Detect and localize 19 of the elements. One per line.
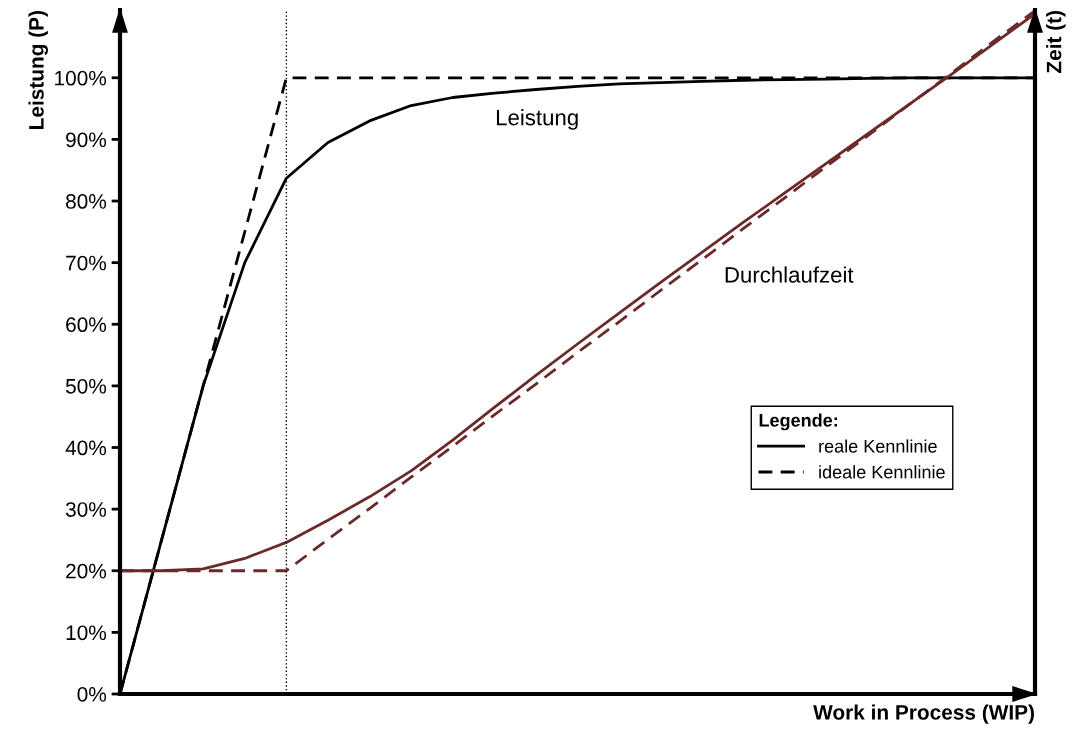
legend-label: ideale Kennlinie bbox=[819, 465, 945, 479]
y-tick-label: 60% bbox=[66, 317, 107, 333]
y-axis-title: Leistung (P) bbox=[28, 11, 48, 129]
y2-axis-title: Zeit (t) bbox=[1046, 11, 1066, 74]
legend-title: Legende: bbox=[759, 413, 837, 431]
y-tick-label: 50% bbox=[65, 378, 107, 394]
y-tick-label: 30% bbox=[65, 502, 107, 517]
x-axis-title: Work in Process (WIP) bbox=[813, 704, 1034, 724]
y-tick-label: 80% bbox=[66, 194, 107, 209]
annotation: Durchlaufzeit bbox=[725, 266, 854, 283]
annotation: Leistung bbox=[496, 109, 578, 130]
y-tick-label: 0% bbox=[77, 687, 107, 702]
y-tick-label: 70% bbox=[66, 255, 107, 271]
y-tick-label: 40% bbox=[65, 440, 107, 456]
y-tick-label: 90% bbox=[66, 132, 107, 148]
y-tick-label: 10% bbox=[66, 625, 107, 641]
y-tick-label: 100% bbox=[55, 70, 107, 86]
legend-label: reale Kennlinie bbox=[819, 439, 937, 453]
y-tick-label: 20% bbox=[66, 563, 107, 579]
